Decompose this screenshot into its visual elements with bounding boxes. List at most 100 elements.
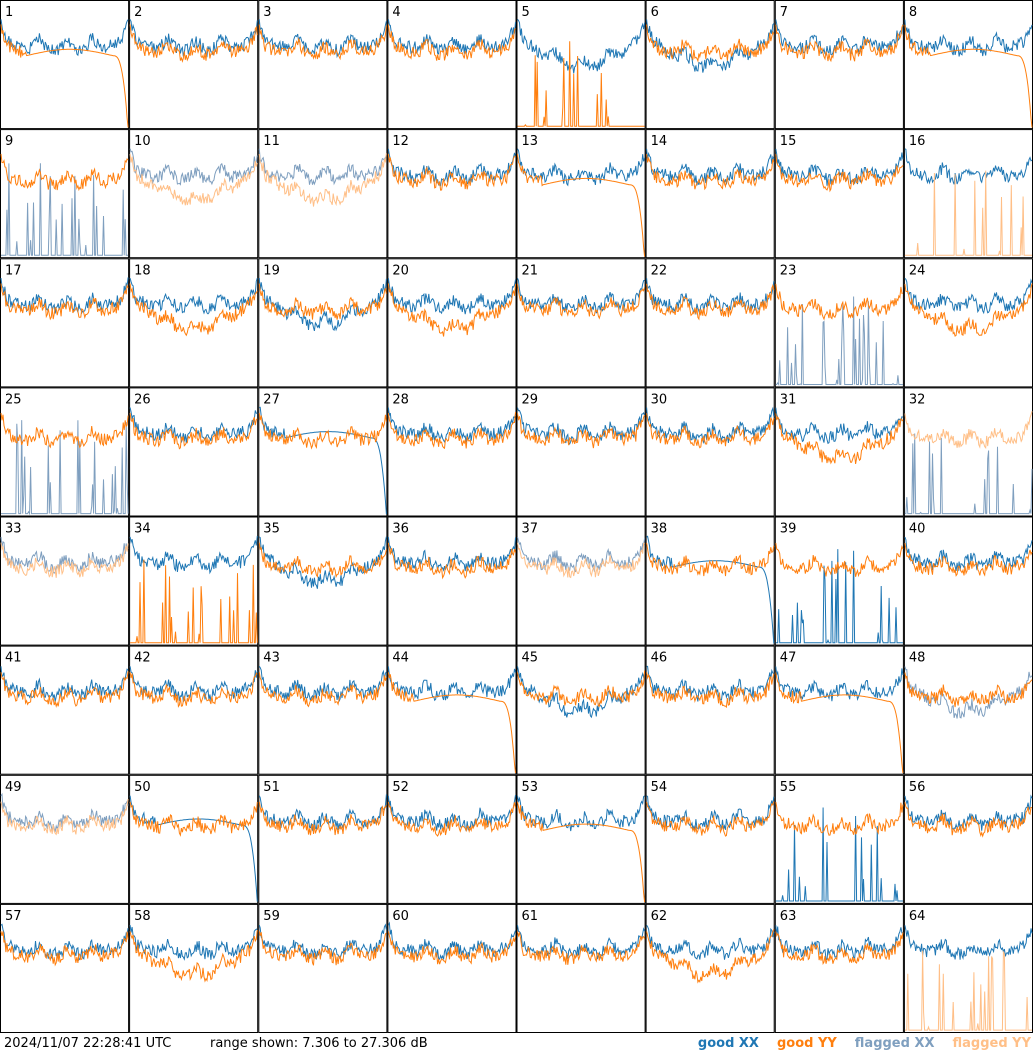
panel-frame xyxy=(774,645,904,775)
legend-good-xx: good XX xyxy=(697,1036,759,1051)
trace-xx-46 xyxy=(646,665,775,702)
panel-frame xyxy=(903,903,1033,1033)
trace-yy-35 xyxy=(258,542,387,579)
panel-label: 40 xyxy=(909,522,926,537)
panel-label: 25 xyxy=(5,392,22,407)
panel-frame xyxy=(387,903,517,1033)
trace-yy-13 xyxy=(517,154,646,257)
panel-54: 54 xyxy=(645,774,775,904)
panel-56: 56 xyxy=(903,774,1033,904)
panel-52: 52 xyxy=(387,774,517,904)
panel-label: 35 xyxy=(263,522,280,537)
panel-label: 58 xyxy=(134,909,151,924)
panel-63: 63 xyxy=(774,903,904,1033)
trace-xx-11 xyxy=(258,148,387,186)
legend-flagged-yy: flagged YY xyxy=(952,1036,1032,1051)
trace-xx-15 xyxy=(775,148,904,186)
panel-label: 1 xyxy=(5,5,13,20)
trace-xx-33 xyxy=(0,536,129,574)
trace-yy-16 xyxy=(904,170,1032,256)
panel-frame xyxy=(387,516,517,646)
panel-19: 19 xyxy=(258,258,388,388)
trace-xx-53 xyxy=(517,795,645,832)
panel-frame xyxy=(774,774,904,904)
panel-label: 21 xyxy=(522,263,539,278)
trace-yy-63 xyxy=(775,931,904,965)
panel-frame xyxy=(129,0,259,130)
panel-frame xyxy=(903,258,1033,388)
panel-label: 43 xyxy=(263,651,280,666)
trace-yy-20 xyxy=(387,283,516,337)
panel-5: 5 xyxy=(516,0,646,130)
panel-frame xyxy=(258,774,388,904)
panel-28: 28 xyxy=(387,387,517,517)
panel-frame xyxy=(387,0,517,130)
trace-yy-40 xyxy=(904,542,1033,577)
panel-41: 41 xyxy=(0,645,130,775)
trace-xx-47 xyxy=(775,666,904,702)
panel-frame xyxy=(774,903,904,1033)
trace-xx-5 xyxy=(517,19,646,74)
panel-label: 34 xyxy=(134,522,151,537)
panel-7: 7 xyxy=(774,0,904,130)
panel-label: 17 xyxy=(5,263,22,278)
trace-yy-14 xyxy=(646,154,775,191)
panel-frame xyxy=(0,258,130,388)
panel-label: 30 xyxy=(651,392,668,407)
trace-yy-37 xyxy=(517,542,645,579)
panel-label: 56 xyxy=(909,780,926,795)
panel-40: 40 xyxy=(903,516,1033,646)
panel-59: 59 xyxy=(258,903,388,1033)
panel-55: 55 xyxy=(774,774,904,904)
panel-label: 42 xyxy=(134,651,151,666)
trace-yy-34 xyxy=(130,559,258,644)
panel-label: 10 xyxy=(134,134,151,149)
trace-yy-53 xyxy=(517,801,646,903)
panel-2: 2 xyxy=(129,0,259,130)
trace-xx-17 xyxy=(0,277,129,315)
panel-frame xyxy=(516,903,646,1033)
panel-frame xyxy=(903,516,1033,646)
trace-yy-33 xyxy=(0,542,129,578)
trace-xx-13 xyxy=(517,148,646,187)
range-label: range shown: xyxy=(210,1036,303,1051)
trace-yy-15 xyxy=(775,154,904,193)
trace-yy-45 xyxy=(517,670,646,707)
trace-yy-31 xyxy=(775,413,904,465)
panel-17: 17 xyxy=(0,258,130,388)
trace-yy-17 xyxy=(0,283,129,321)
trace-yy-61 xyxy=(517,931,646,965)
panel-label: 5 xyxy=(522,5,530,20)
panel-22: 22 xyxy=(645,258,775,388)
panel-label: 22 xyxy=(651,263,668,278)
panel-11: 11 xyxy=(258,129,388,259)
trace-xx-44 xyxy=(387,666,516,702)
trace-xx-40 xyxy=(904,536,1033,572)
trace-yy-24 xyxy=(904,283,1033,337)
trace-yy-9 xyxy=(0,153,129,192)
trace-yy-5 xyxy=(517,41,645,127)
panel-18: 18 xyxy=(129,258,259,388)
panel-frame xyxy=(0,903,130,1033)
trace-yy-60 xyxy=(387,931,516,965)
panel-10: 10 xyxy=(129,129,259,259)
trace-yy-23 xyxy=(775,283,903,321)
panel-label: 32 xyxy=(909,392,926,407)
panel-label: 47 xyxy=(780,651,797,666)
panel-label: 62 xyxy=(651,909,668,924)
panel-label: 64 xyxy=(909,909,926,924)
panel-frame xyxy=(387,129,517,259)
trace-yy-10 xyxy=(129,153,258,206)
panel-34: 34 xyxy=(129,516,259,646)
trace-xx-60 xyxy=(387,921,516,960)
trace-xx-8 xyxy=(904,19,1033,57)
trace-yy-51 xyxy=(258,801,387,836)
trace-yy-30 xyxy=(646,413,775,449)
panel-64: 64 xyxy=(903,903,1033,1033)
panel-62: 62 xyxy=(645,903,775,1033)
panel-frame xyxy=(258,903,388,1033)
trace-yy-18 xyxy=(129,283,258,337)
panel-33: 33 xyxy=(0,516,130,646)
panel-frame xyxy=(645,774,775,904)
panel-61: 61 xyxy=(516,903,646,1033)
